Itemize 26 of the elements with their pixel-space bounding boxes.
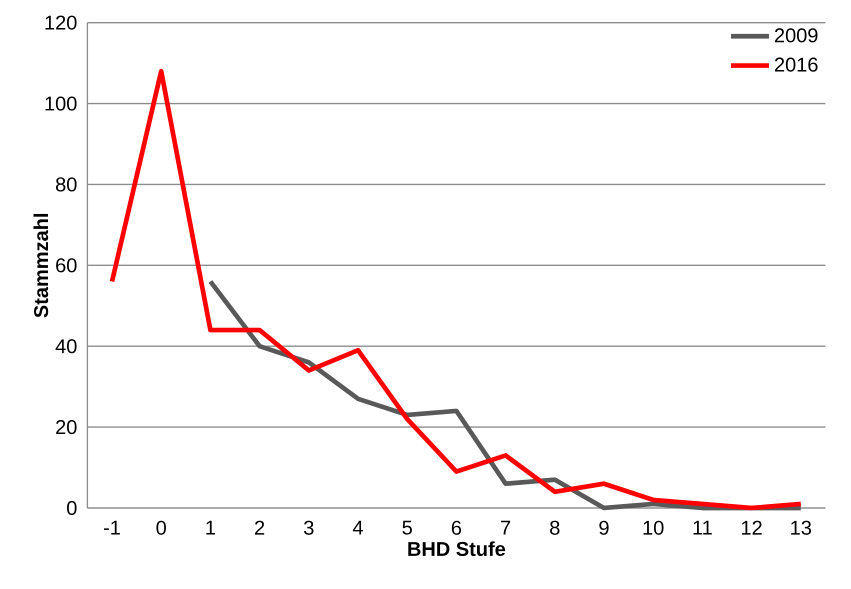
y-tick-label: 40 (56, 339, 77, 354)
x-tick-label: 9 (599, 520, 609, 535)
legend-label: 2009 (774, 28, 818, 42)
x-tick-label: 6 (452, 520, 462, 535)
x-tick-label: 1 (206, 520, 215, 534)
x-tick-label: 3 (304, 520, 314, 535)
x-tick-label: 8 (550, 520, 560, 535)
x-tick-label: 10 (644, 520, 664, 535)
y-tick-label: 20 (56, 420, 77, 434)
y-tick-label: 0 (67, 500, 77, 516)
x-tick-label: 11 (694, 520, 712, 534)
y-axis-title: Stammzahl (33, 214, 48, 318)
x-tick-label: -1 (104, 520, 120, 534)
y-tick-label: 120 (46, 16, 77, 30)
x-tick-label: 2 (255, 520, 264, 535)
y-tick-label: 60 (56, 258, 77, 272)
y-tick-label: 100 (46, 96, 77, 111)
legend-label: 2016 (774, 58, 818, 72)
x-tick-label: 12 (742, 520, 762, 535)
x-tick-label: 13 (791, 520, 812, 535)
x-tick-label: 7 (501, 520, 510, 534)
x-tick-label: 5 (402, 520, 412, 535)
x-axis-title: BHD Stufe (408, 541, 506, 556)
x-tick-label: 0 (156, 520, 166, 535)
y-tick-label: 80 (56, 177, 77, 192)
x-tick-label: 4 (352, 520, 363, 534)
